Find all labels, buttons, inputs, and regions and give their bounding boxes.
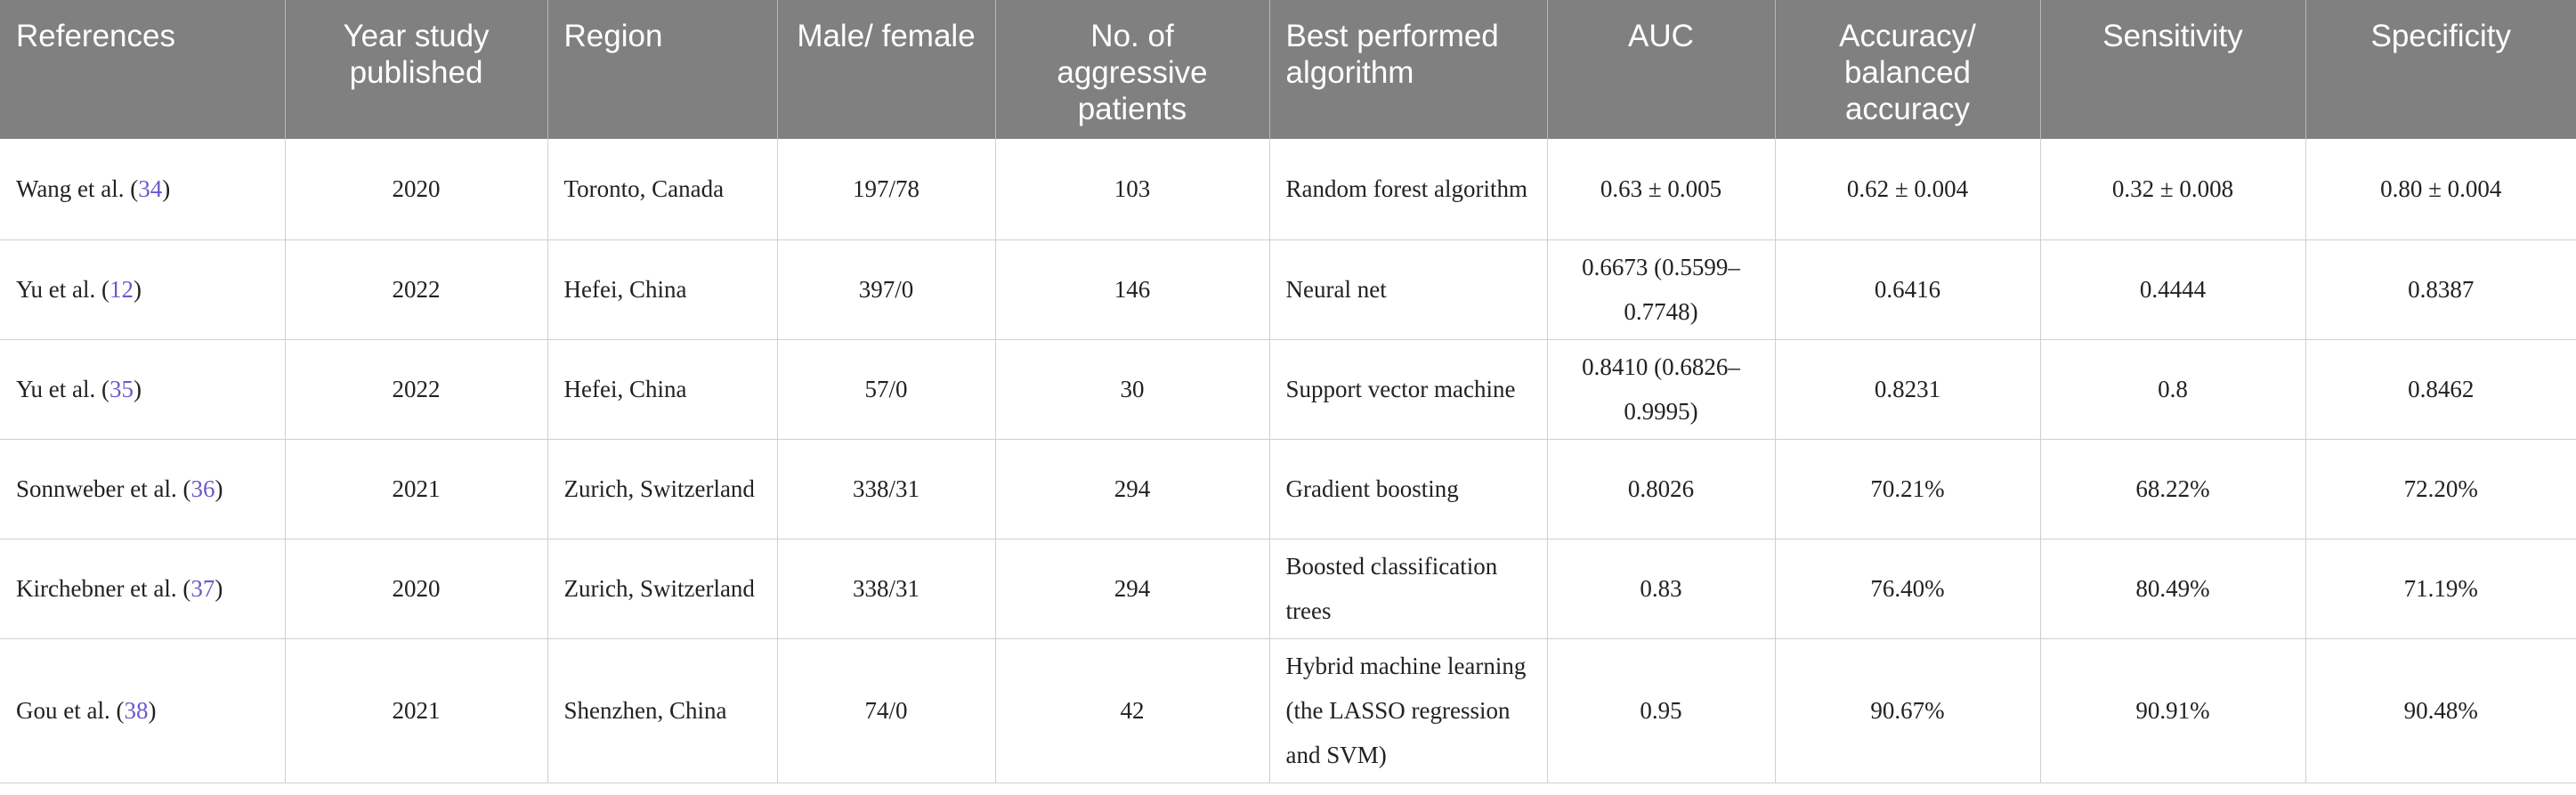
cell-reference: Yu et al. (12) [0,239,286,340]
cell-aggressive-patients: 294 [995,539,1270,639]
header-sensitivity: Sensitivity [2040,0,2306,139]
header-auc: AUC [1547,0,1776,139]
cell-algorithm: Hybrid machine learning (the LASSO regre… [1269,638,1548,783]
table-row: Kirchebner et al. (37) 2020 Zurich, Swit… [0,539,2576,639]
cell-year: 2021 [285,439,548,539]
table-row: Yu et al. (12) 2022 Hefei, China 397/0 1… [0,239,2576,340]
cell-sensitivity: 0.8 [2040,339,2306,440]
reference-link[interactable]: 35 [109,376,134,402]
cell-aggressive-patients: 146 [995,239,1270,340]
cell-region: Zurich, Switzerland [547,439,778,539]
cell-aggressive-patients: 103 [995,139,1270,240]
cell-reference: Yu et al. (35) [0,339,286,440]
close-paren: ) [215,575,223,602]
cell-auc: 0.83 [1547,539,1776,639]
header-algorithm: Best performed algorithm [1269,0,1548,139]
table-row: Wang et al. (34) 2020 Toronto, Canada 19… [0,139,2576,240]
cell-sensitivity: 80.49% [2040,539,2306,639]
cell-male-female: 74/0 [777,638,996,783]
author-text: Yu et al. ( [16,376,109,402]
cell-sensitivity: 68.22% [2040,439,2306,539]
cell-reference: Wang et al. (34) [0,139,286,240]
close-paren: ) [133,276,142,303]
table-row: Yu et al. (35) 2022 Hefei, China 57/0 30… [0,339,2576,440]
cell-year: 2022 [285,339,548,440]
cell-auc: 0.8026 [1547,439,1776,539]
close-paren: ) [148,697,157,724]
cell-aggressive-patients: 42 [995,638,1270,783]
cell-male-female: 57/0 [777,339,996,440]
cell-auc: 0.63 ± 0.005 [1547,139,1776,240]
cell-algorithm: Random forest algorithm [1269,139,1548,240]
cell-reference: Gou et al. (38) [0,638,286,783]
cell-algorithm: Support vector machine [1269,339,1548,440]
header-references: References [0,0,286,139]
cell-accuracy: 0.8231 [1775,339,2041,440]
cell-specificity: 72.20% [2305,439,2576,539]
cell-year: 2021 [285,638,548,783]
table-row: Sonnweber et al. (36) 2021 Zurich, Switz… [0,439,2576,539]
cell-reference: Sonnweber et al. (36) [0,439,286,539]
cell-specificity: 0.80 ± 0.004 [2305,139,2576,240]
header-row: References Year study published Region M… [0,0,2576,139]
author-text: Sonnweber et al. ( [16,475,191,502]
cell-male-female: 397/0 [777,239,996,340]
cell-aggressive-patients: 30 [995,339,1270,440]
author-text: Kirchebner et al. ( [16,575,191,602]
cell-year: 2020 [285,139,548,240]
reference-link[interactable]: 36 [190,475,215,502]
cell-accuracy: 76.40% [1775,539,2041,639]
cell-specificity: 71.19% [2305,539,2576,639]
author-text: Gou et al. ( [16,697,125,724]
cell-accuracy: 0.6416 [1775,239,2041,340]
header-year: Year study published [285,0,548,139]
cell-sensitivity: 0.32 ± 0.008 [2040,139,2306,240]
close-paren: ) [162,175,171,203]
cell-sensitivity: 90.91% [2040,638,2306,783]
reference-link[interactable]: 37 [190,575,215,602]
cell-accuracy: 0.62 ± 0.004 [1775,139,2041,240]
author-text: Wang et al. ( [16,175,139,203]
cell-specificity: 0.8387 [2305,239,2576,340]
cell-male-female: 338/31 [777,539,996,639]
cell-aggressive-patients: 294 [995,439,1270,539]
cell-region: Hefei, China [547,339,778,440]
cell-auc: 0.95 [1547,638,1776,783]
cell-auc: 0.8410 (0.6826–0.9995) [1547,339,1776,440]
cell-algorithm: Boosted classification trees [1269,539,1548,639]
cell-region: Zurich, Switzerland [547,539,778,639]
cell-algorithm: Gradient boosting [1269,439,1548,539]
cell-accuracy: 90.67% [1775,638,2041,783]
reference-link[interactable]: 38 [124,697,149,724]
header-specificity: Specificity [2305,0,2576,139]
cell-region: Toronto, Canada [547,139,778,240]
cell-region: Hefei, China [547,239,778,340]
cell-accuracy: 70.21% [1775,439,2041,539]
cell-male-female: 338/31 [777,439,996,539]
close-paren: ) [215,475,223,502]
reference-link[interactable]: 12 [109,276,134,303]
header-male-female: Male/ female [777,0,996,139]
cell-year: 2022 [285,239,548,340]
cell-sensitivity: 0.4444 [2040,239,2306,340]
close-paren: ) [133,376,142,402]
author-text: Yu et al. ( [16,276,109,303]
table-row: Gou et al. (38) 2021 Shenzhen, China 74/… [0,638,2576,783]
cell-specificity: 0.8462 [2305,339,2576,440]
cell-specificity: 90.48% [2305,638,2576,783]
cell-year: 2020 [285,539,548,639]
cell-auc: 0.6673 (0.5599–0.7748) [1547,239,1776,340]
cell-region: Shenzhen, China [547,638,778,783]
header-aggressive-patients: No. of aggressive patients [995,0,1270,139]
header-accuracy: Accuracy/ balanced accuracy [1775,0,2041,139]
header-region: Region [547,0,778,139]
reference-link[interactable]: 34 [138,175,163,203]
cell-reference: Kirchebner et al. (37) [0,539,286,639]
cell-algorithm: Neural net [1269,239,1548,340]
cell-male-female: 197/78 [777,139,996,240]
